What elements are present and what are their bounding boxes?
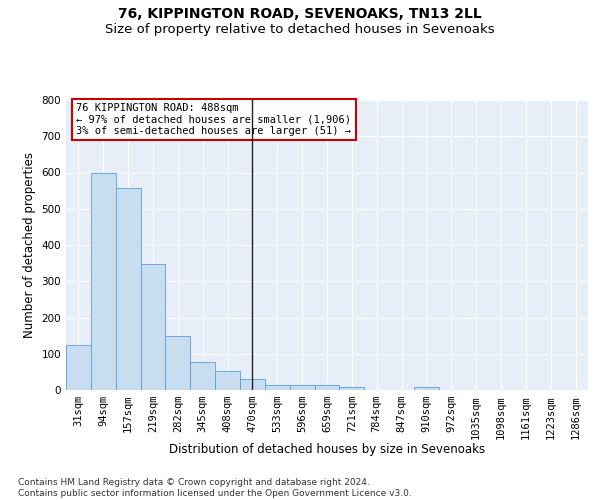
Bar — [240, 379, 265, 390]
Bar — [414, 387, 439, 390]
Text: 76 KIPPINGTON ROAD: 488sqm
← 97% of detached houses are smaller (1,906)
3% of se: 76 KIPPINGTON ROAD: 488sqm ← 97% of deta… — [76, 103, 352, 136]
Bar — [66, 344, 91, 390]
Bar — [190, 362, 215, 390]
Bar — [290, 386, 314, 390]
Y-axis label: Number of detached properties: Number of detached properties — [23, 152, 36, 338]
Bar — [140, 264, 166, 390]
Bar — [340, 388, 364, 390]
Bar — [116, 188, 140, 390]
Text: Distribution of detached houses by size in Sevenoaks: Distribution of detached houses by size … — [169, 442, 485, 456]
Bar — [166, 336, 190, 390]
Bar — [91, 172, 116, 390]
Text: 76, KIPPINGTON ROAD, SEVENOAKS, TN13 2LL: 76, KIPPINGTON ROAD, SEVENOAKS, TN13 2LL — [118, 8, 482, 22]
Bar — [314, 386, 340, 390]
Text: Contains HM Land Registry data © Crown copyright and database right 2024.
Contai: Contains HM Land Registry data © Crown c… — [18, 478, 412, 498]
Bar — [265, 384, 290, 390]
Bar — [215, 371, 240, 390]
Text: Size of property relative to detached houses in Sevenoaks: Size of property relative to detached ho… — [105, 22, 495, 36]
